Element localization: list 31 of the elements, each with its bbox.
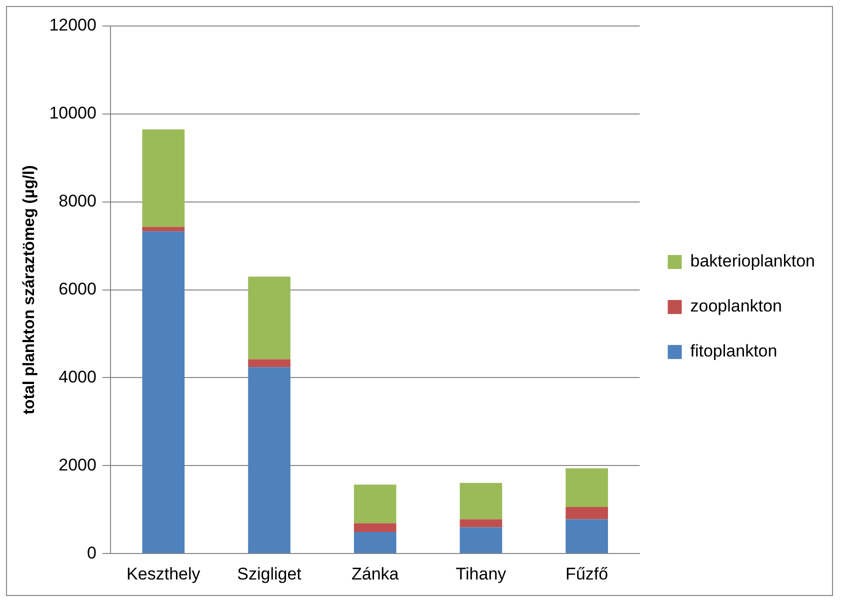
bar: [354, 484, 396, 524]
bar: [460, 527, 502, 554]
bar: [248, 367, 290, 554]
x-tick-label: Tihany: [456, 564, 507, 584]
y-tick-label: 2000: [58, 455, 96, 474]
bar: [142, 231, 185, 554]
y-tick-label: 10000: [49, 104, 96, 123]
legend-label: bakterioplankton: [690, 252, 816, 271]
legend-label: fitoplankton: [690, 342, 778, 361]
y-tick-label: 4000: [58, 367, 96, 386]
y-tick-label: 6000: [58, 279, 96, 298]
legend-label: zooplankton: [690, 296, 782, 316]
bar: [566, 519, 608, 554]
bar: [248, 276, 290, 360]
bar: [460, 482, 502, 520]
bar: [566, 468, 608, 507]
bar: [354, 532, 396, 554]
bar: [566, 506, 608, 520]
bar: [354, 523, 396, 532]
bar: [460, 519, 502, 528]
x-tick-label: Keszthely: [126, 564, 201, 584]
x-tick-label: Zánka: [351, 564, 400, 584]
bar: [248, 359, 290, 368]
y-axis-title: total plankton száraztömeg (µg/l): [21, 165, 38, 414]
y-tick-label: 12000: [49, 16, 96, 35]
bar: [142, 226, 185, 232]
y-tick-label: 0: [87, 543, 96, 562]
bar: [142, 129, 185, 227]
y-tick-label: 8000: [58, 192, 96, 211]
x-tick-label: Szigliget: [237, 564, 302, 584]
x-tick-label: Fűzfő: [566, 564, 608, 584]
